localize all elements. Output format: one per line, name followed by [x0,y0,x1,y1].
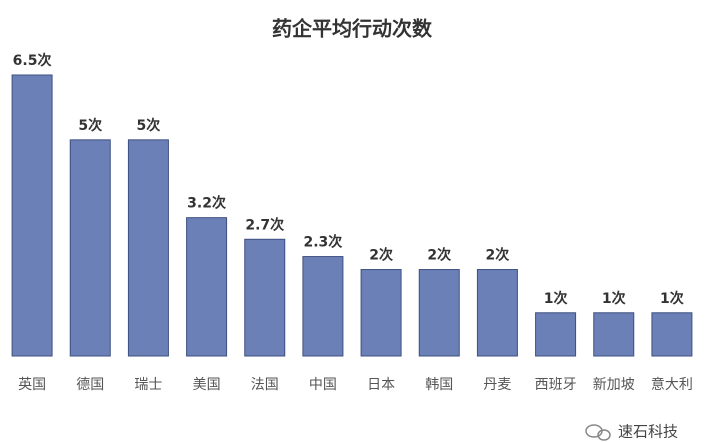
bar [302,256,344,357]
bar [593,312,635,357]
value-label: 2次 [369,247,393,264]
value-label: 1次 [602,290,626,307]
value-label: 3.2次 [187,195,226,212]
bar [360,269,402,357]
bar [418,269,460,357]
watermark: 速石科技 [618,423,678,441]
value-label: 2次 [427,247,451,264]
bar [651,312,693,357]
x-tick-label: 瑞士 [134,377,162,393]
x-tick-label: 中国 [309,377,337,393]
value-label: 2次 [486,247,510,264]
x-tick-label: 德国 [76,377,104,393]
x-tick-label: 法国 [251,377,279,393]
chart-title: 药企平均行动次数 [272,17,433,41]
x-tick-label: 丹麦 [483,377,511,393]
x-tick-label: 英国 [18,376,46,393]
value-label: 2.3次 [304,234,343,251]
value-label: 1次 [660,290,684,307]
watermark-icon [585,424,611,441]
bar [186,217,228,357]
x-tick-label: 韩国 [425,377,453,393]
bar [244,238,286,357]
value-label: 2.7次 [245,216,284,233]
bar [476,269,518,357]
value-label: 5次 [137,117,161,134]
value-label: 1次 [544,290,568,307]
bar [127,139,169,357]
value-label: 5次 [78,117,102,134]
value-label: 6.5次 [13,52,52,69]
x-tick-label: 日本 [367,377,395,393]
bar [535,312,577,357]
x-tick-label: 意大利 [651,376,693,393]
x-tick-label: 西班牙 [535,377,577,393]
x-tick-label: 新加坡 [593,377,635,393]
bar [69,139,111,357]
bar [11,74,53,357]
x-tick-label: 美国 [193,377,221,393]
